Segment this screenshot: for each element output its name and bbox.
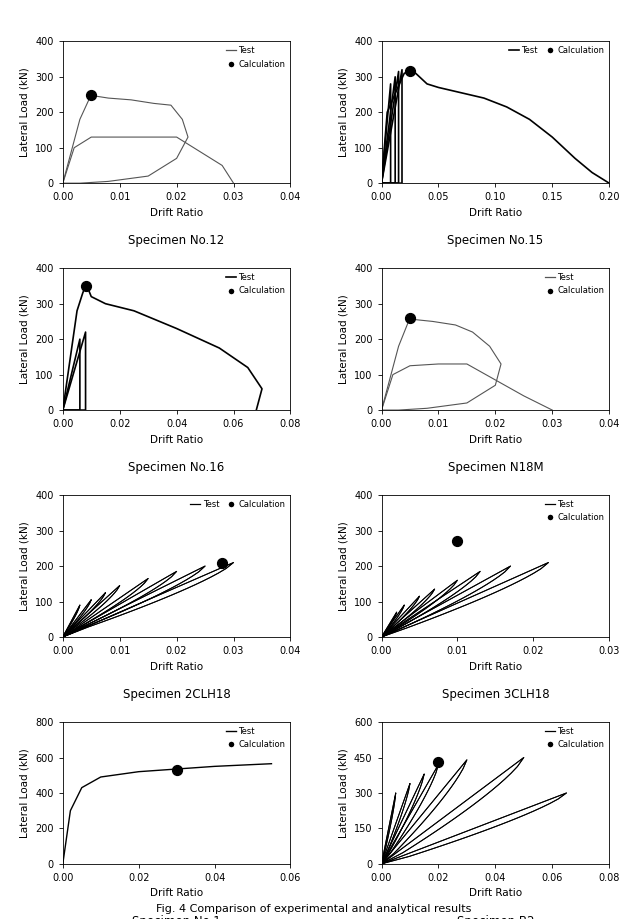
Legend: Test, Calculation: Test, Calculation [222,724,289,753]
Text: Specimen No.16: Specimen No.16 [129,461,225,474]
Y-axis label: Lateral Load (kN): Lateral Load (kN) [19,521,30,611]
Legend: Test, Calculation: Test, Calculation [541,270,607,299]
Point [405,311,415,325]
Text: Specimen N18M: Specimen N18M [448,461,543,474]
Point [80,278,90,293]
Point [86,87,96,102]
Y-axis label: Lateral Load (kN): Lateral Load (kN) [19,748,30,838]
X-axis label: Drift Ratio: Drift Ratio [150,889,203,899]
Y-axis label: Lateral Load (kN): Lateral Load (kN) [338,521,349,611]
Point [171,763,181,777]
Y-axis label: Lateral Load (kN): Lateral Load (kN) [19,294,30,384]
Point [217,555,227,570]
Point [405,64,415,79]
X-axis label: Drift Ratio: Drift Ratio [150,208,203,218]
X-axis label: Drift Ratio: Drift Ratio [150,435,203,445]
Point [433,754,443,769]
Legend: Test, Calculation: Test, Calculation [541,497,607,526]
Text: Specimen No.12: Specimen No.12 [129,234,225,247]
Legend: Test, Calculation: Test, Calculation [506,43,607,59]
X-axis label: Drift Ratio: Drift Ratio [468,435,522,445]
Y-axis label: Lateral Load (kN): Lateral Load (kN) [338,294,349,384]
Text: Specimen 3CLH18: Specimen 3CLH18 [441,688,549,701]
Text: Specimen B2: Specimen B2 [457,915,534,919]
Legend: Test, Calculation: Test, Calculation [222,270,289,299]
Legend: Test, Calculation: Test, Calculation [541,724,607,753]
Legend: Test, Calculation: Test, Calculation [222,43,289,72]
Y-axis label: Lateral Load (kN): Lateral Load (kN) [19,67,30,157]
Text: Specimen No.1: Specimen No.1 [133,915,221,919]
Text: Fig. 4 Comparison of experimental and analytical results: Fig. 4 Comparison of experimental and an… [156,904,472,914]
Legend: Test, Calculation: Test, Calculation [187,497,289,513]
Y-axis label: Lateral Load (kN): Lateral Load (kN) [338,67,349,157]
Y-axis label: Lateral Load (kN): Lateral Load (kN) [338,748,349,838]
X-axis label: Drift Ratio: Drift Ratio [468,208,522,218]
X-axis label: Drift Ratio: Drift Ratio [468,662,522,672]
Text: Specimen No.15: Specimen No.15 [447,234,543,247]
X-axis label: Drift Ratio: Drift Ratio [468,889,522,899]
Point [452,534,462,549]
Text: Specimen 2CLH18: Specimen 2CLH18 [122,688,230,701]
X-axis label: Drift Ratio: Drift Ratio [150,662,203,672]
